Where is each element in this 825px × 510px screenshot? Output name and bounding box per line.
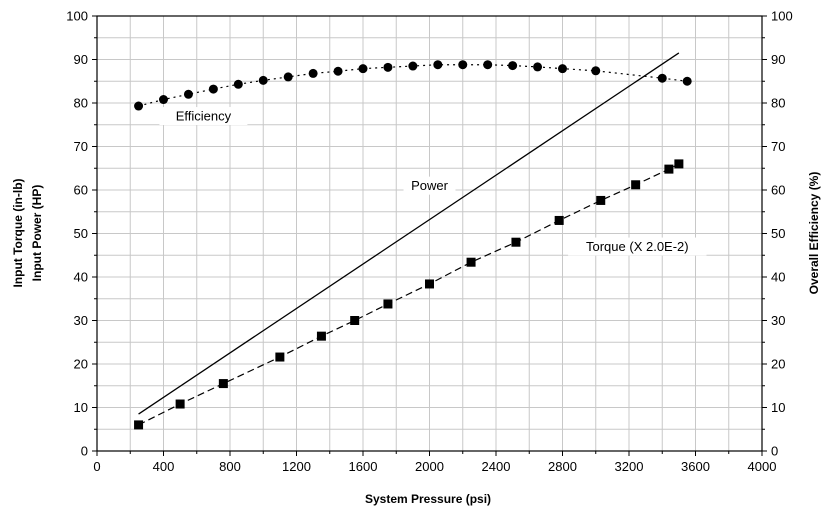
annotation-label: Power [411, 178, 449, 193]
y-tick-label-right: 40 [771, 270, 785, 285]
annotation-label: Torque (X 2.0E-2) [586, 239, 689, 254]
torque-x-2-0e-2-point [466, 257, 476, 267]
annotation-background [159, 107, 248, 126]
y-tick-label-right: 70 [771, 139, 785, 154]
efficiency-point [558, 64, 567, 74]
efficiency-point [208, 84, 218, 94]
y-tick-label-left: 80 [74, 96, 88, 111]
efficiency-point [682, 76, 692, 86]
efficiency-point [591, 66, 601, 76]
y-tick-label-left: 30 [74, 313, 88, 328]
y-tick-label-right: 0 [771, 444, 778, 459]
y-axis-title-left-line2: Input Power (HP) [30, 185, 44, 282]
y-axis-title-left-line1: Input Torque (in-lb) [11, 178, 25, 287]
y-tick-label-left: 60 [74, 183, 88, 198]
y-tick-label-right: 60 [771, 183, 785, 198]
annotation-background [568, 237, 707, 256]
y-tick-label-left: 50 [74, 226, 88, 241]
efficiency-point [458, 60, 468, 70]
y-tick-label-right: 80 [771, 96, 785, 111]
y-tick-label-left: 90 [74, 52, 88, 67]
torque-x-2-0e-2-point [316, 331, 326, 341]
x-tick-label: 800 [219, 459, 241, 474]
efficiency-point [433, 60, 443, 70]
x-tick-label: 3600 [681, 459, 710, 474]
axes: 0 400 800 1200 1600 2000 2400 2800 3200 3600 40000… [66, 9, 792, 475]
efficiency-point [383, 62, 393, 72]
y-tick-label-left: 0 [81, 444, 88, 459]
y-tick-label-left: 20 [74, 357, 88, 372]
y-tick-label-left: 10 [74, 400, 88, 415]
efficiency-point [533, 62, 543, 72]
efficiency-point [333, 66, 343, 76]
y-tick-label-right: 50 [771, 226, 785, 241]
torque-x-2-0e-2-point [664, 164, 674, 174]
torque-x-2-0e-2-point [275, 352, 285, 362]
efficiency-point [283, 72, 293, 82]
efficiency-point [657, 73, 667, 83]
y-axis-title-right: Overall Efficiency (%) [807, 172, 821, 295]
efficiency-point [258, 75, 268, 85]
data-layer [134, 52, 692, 430]
efficiency-point [308, 68, 318, 78]
efficiency-point [183, 89, 193, 99]
efficiency-point [408, 61, 418, 71]
efficiency-point [159, 95, 168, 105]
torque-x-2-0e-2-point [674, 159, 684, 169]
y-tick-label-right: 100 [771, 9, 793, 24]
efficiency-line [138, 64, 688, 107]
torque-x-2-0e-2-point [596, 195, 606, 205]
torque-x-2-0e-2-point [425, 279, 434, 289]
torque-x-2-0e-2-point [175, 399, 185, 409]
torque-x-2-0e-2-point [511, 237, 521, 247]
efficiency-point [233, 79, 243, 89]
power-line [138, 52, 680, 415]
efficiency-point [134, 101, 144, 111]
torque-x-2-0e-2-point [350, 316, 360, 325]
x-tick-label: 2800 [548, 459, 577, 474]
annotation-label: Efficiency [176, 109, 232, 124]
y-tick-label-right: 90 [771, 52, 785, 67]
y-tick-label-right: 10 [771, 400, 785, 415]
x-tick-label: 1200 [282, 459, 311, 474]
torque-x-2-0e-2-point [554, 215, 564, 225]
y-tick-label-right: 20 [771, 357, 785, 372]
efficiency-point [358, 64, 368, 74]
x-axis-title: System Pressure (psi) [365, 492, 491, 506]
x-tick-label: 2000 [415, 459, 444, 474]
y-tick-label-left: 40 [74, 270, 88, 285]
torque-x-2-0e-2-point [383, 299, 393, 309]
y-tick-label-right: 30 [771, 313, 785, 328]
x-tick-label: 1600 [349, 459, 378, 474]
torque-x-2-0e-2-point [218, 379, 228, 389]
torque-x-2-0e-2-point [631, 180, 641, 190]
x-tick-label: 4000 [748, 459, 777, 474]
annotations: Efficiency Power Torque (X 2.0E-2) [159, 107, 707, 256]
y-tick-label-left: 70 [74, 139, 88, 154]
efficiency-point [508, 61, 518, 71]
efficiency-point [483, 60, 493, 70]
x-tick-label: 2400 [482, 459, 511, 474]
x-tick-label: 3200 [615, 459, 644, 474]
x-tick-label: 400 [153, 459, 175, 474]
torque-x-2-0e-2-point [134, 420, 144, 430]
x-tick-label: 0 [93, 459, 100, 474]
annotation-background [403, 176, 456, 195]
y-tick-label-left: 100 [66, 9, 88, 24]
